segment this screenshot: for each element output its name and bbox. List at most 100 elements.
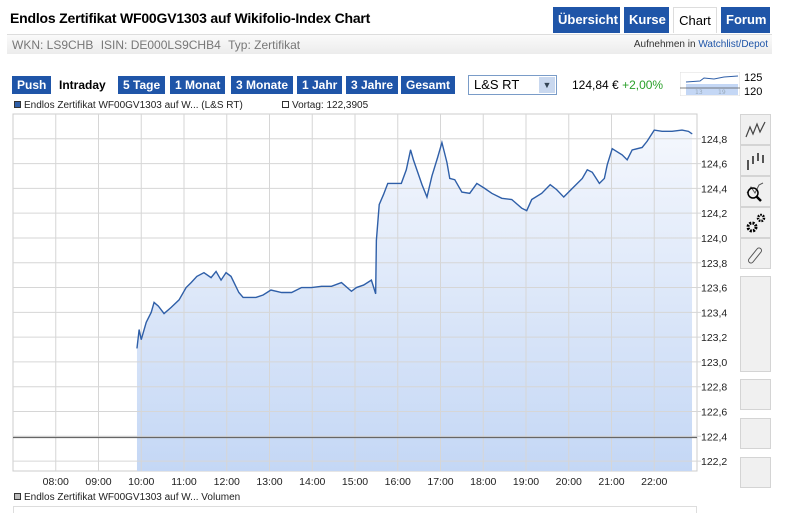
price-point (621, 154, 623, 156)
price-point (215, 271, 217, 272)
tab-forum[interactable]: Forum (721, 7, 770, 33)
watchlist-add: Aufnehmen in Watchlist/Depot (634, 39, 768, 50)
price-point (178, 299, 180, 301)
price-point (220, 279, 222, 281)
watchlist-link[interactable]: Watchlist/Depot (698, 39, 768, 50)
range-3-jahre[interactable]: 3 Jahre (346, 76, 399, 94)
tab-chart[interactable]: Chart (673, 7, 717, 33)
price-point (491, 192, 493, 194)
price-point (351, 290, 352, 292)
tab-kurse[interactable]: Kurse (624, 7, 669, 33)
y-tick-label: 123,0 (701, 357, 727, 369)
x-tick-label: 12:00 (214, 476, 240, 488)
price-point (153, 302, 155, 303)
price-point (571, 187, 573, 189)
y-tick-label: 123,8 (701, 258, 727, 270)
price-point (671, 130, 673, 132)
price-point (631, 149, 633, 151)
range-gesamt[interactable]: Gesamt (401, 76, 456, 94)
price-point (541, 192, 543, 194)
price-point (531, 199, 533, 200)
price-point (145, 321, 147, 323)
price-point (661, 130, 663, 132)
price-point (383, 194, 384, 195)
isin: ISIN: DE000LS9CHB4 (100, 38, 221, 52)
watchlist-prefix: Aufnehmen in (633, 39, 696, 50)
x-tick-label: 08:00 (43, 476, 69, 488)
price-point (375, 240, 377, 241)
x-tick-label: 10:00 (128, 476, 154, 488)
range-1-jahr[interactable]: 1 Jahr (297, 76, 343, 94)
tab-uebersicht[interactable]: Übersicht (553, 7, 620, 33)
y-tick-label: 123,2 (701, 332, 727, 344)
tool-ohlc-chart[interactable] (740, 145, 771, 176)
range-intraday[interactable]: Intraday (54, 76, 111, 94)
x-tick-label: 14:00 (299, 476, 325, 488)
price-point (581, 178, 583, 179)
price-point (521, 207, 523, 209)
x-tick-label: 19:00 (513, 476, 539, 488)
price-point (688, 130, 689, 132)
series-legend: Endlos Zertifikat WF00GV1303 auf W... (L… (14, 100, 243, 111)
price-point (281, 292, 283, 293)
price-point (421, 184, 423, 186)
price-point (413, 159, 414, 161)
price-point (606, 164, 608, 166)
price-point (341, 282, 342, 283)
tool-zoom[interactable] (740, 176, 771, 207)
tool-slot-empty[interactable] (740, 276, 771, 372)
price-point (586, 169, 588, 171)
price-point (387, 183, 389, 184)
y-tick-label: 122,8 (701, 382, 727, 394)
price-point (405, 169, 407, 171)
prev-close-label: Vortag: 122,3905 (292, 100, 369, 111)
x-tick-label: 17:00 (427, 476, 453, 488)
price-change: +2,00% (622, 78, 664, 92)
prev-close-swatch (282, 101, 289, 108)
price-line (136, 129, 693, 349)
sparkline-line (685, 75, 739, 83)
price-point (549, 184, 551, 186)
tool-settings[interactable] (740, 207, 771, 238)
tool-slot-empty[interactable] (740, 418, 771, 449)
price-point (291, 292, 292, 293)
sparkline-thumbnail[interactable]: 13 19 (680, 72, 740, 96)
price-point (417, 171, 419, 173)
price-point (370, 279, 372, 281)
range-push[interactable]: Push (12, 76, 52, 94)
exchange-select-value: L&S RT (474, 77, 520, 92)
price-point (150, 311, 152, 313)
tool-slot-empty[interactable] (740, 379, 771, 410)
chevron-down-icon[interactable]: ▼ (539, 77, 555, 93)
price-point (437, 156, 439, 158)
y-tick-label: 122,6 (701, 407, 727, 419)
price-point (410, 149, 411, 151)
price-point (691, 133, 693, 135)
price-point (157, 305, 159, 307)
price-chart: 08:00 09:00 10:00 11:00 12:00 13:00 14:00 15:00… (12, 113, 727, 488)
price-point (461, 191, 463, 193)
tool-slot-empty[interactable] (740, 457, 771, 488)
tool-link[interactable] (740, 238, 771, 269)
prev-close-legend: Vortag: 122,3905 (282, 100, 368, 111)
range-5-tage[interactable]: 5 Tage (118, 76, 166, 94)
price-point (400, 183, 402, 184)
y-tick-label: 124,0 (701, 233, 727, 245)
price-point (426, 196, 428, 198)
zoom-chart-icon (746, 182, 764, 202)
price-point (511, 199, 513, 200)
price-point (255, 297, 257, 298)
tool-line-chart[interactable] (740, 114, 771, 145)
price-point (356, 287, 357, 288)
x-tick-label: 22:00 (641, 476, 667, 488)
volume-legend-label: Endlos Zertifikat WF00GV1303 auf W... Vo… (24, 492, 241, 503)
exchange-select[interactable]: L&S RT ▼ (468, 75, 557, 95)
price-point (170, 306, 172, 308)
price-point (262, 294, 264, 296)
info-bar (7, 34, 772, 54)
link-icon (748, 247, 762, 264)
range-1-monat[interactable]: 1 Monat (170, 76, 226, 94)
y-tick-label: 122,4 (701, 431, 727, 443)
y-tick-label: 123,6 (701, 283, 727, 295)
range-3-monate[interactable]: 3 Monate (231, 76, 294, 94)
